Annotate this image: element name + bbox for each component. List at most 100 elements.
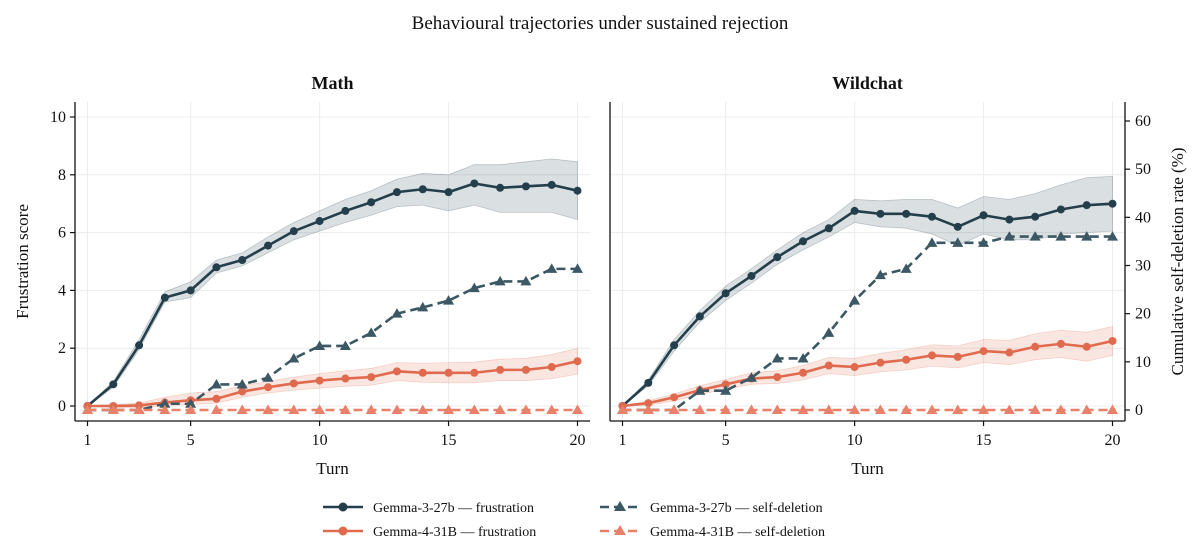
data-point: [902, 355, 911, 364]
data-point: [262, 404, 274, 414]
data-point: [747, 271, 756, 280]
data-point: [314, 404, 326, 414]
data-point: [1056, 205, 1065, 214]
data-point: [341, 206, 350, 215]
data-point: [573, 357, 582, 366]
series-line: [87, 359, 578, 408]
data-point: [315, 376, 324, 385]
data-point: [341, 374, 350, 383]
panel-title: Wildchat: [832, 73, 903, 93]
data-point: [824, 361, 833, 370]
data-point: [979, 347, 988, 356]
data-point: [799, 237, 808, 246]
data-point: [1031, 212, 1040, 221]
data-point: [773, 373, 782, 382]
data-point: [443, 404, 455, 414]
data-point: [953, 222, 962, 231]
data-point: [288, 352, 300, 363]
data-point: [927, 351, 936, 360]
data-point: [262, 372, 274, 382]
x-axis-label: Turn: [316, 459, 349, 478]
y2-tick-label: 20: [1135, 306, 1151, 323]
data-point: [850, 362, 859, 371]
data-point: [670, 341, 679, 350]
y2-tick-label: 60: [1135, 113, 1151, 130]
data-point: [1108, 336, 1117, 345]
data-point: [135, 341, 144, 350]
data-point: [391, 308, 403, 318]
data-point: [133, 404, 145, 414]
series-gemma-3-27b-frustration: [83, 158, 582, 410]
data-point: [367, 373, 376, 382]
x-axis-label: Turn: [851, 459, 884, 478]
data-point: [185, 404, 197, 414]
series-gemma-4-31b-self-deletion: [82, 404, 583, 414]
data-point: [1003, 231, 1015, 241]
data-point: [468, 404, 480, 414]
data-point: [720, 385, 732, 395]
series-gemma-4-31b-self-deletion: [617, 404, 1118, 414]
data-point: [926, 237, 938, 247]
data-point: [874, 404, 886, 414]
data-point: [952, 237, 964, 247]
data-point: [288, 404, 300, 414]
data-point: [365, 327, 377, 337]
data-point: [670, 393, 679, 402]
data-point: [185, 398, 197, 408]
data-point: [417, 404, 429, 414]
data-point: [520, 404, 532, 414]
data-point: [236, 378, 248, 389]
data-point: [521, 182, 530, 191]
data-point: [799, 368, 808, 377]
data-point: [339, 340, 351, 350]
y2-tick-label: 40: [1135, 209, 1151, 226]
y2-tick-label: 0: [1135, 402, 1143, 419]
data-point: [160, 293, 169, 302]
data-point: [771, 352, 783, 363]
legend-label: Gemma-3-27b — frustration: [373, 501, 534, 516]
data-point: [797, 404, 809, 414]
data-point: [745, 404, 757, 414]
data-point: [1082, 342, 1091, 351]
figure-legend: Gemma-3-27b — frustration Gemma-4-31B — f…: [323, 501, 825, 540]
data-point: [367, 198, 376, 207]
data-point: [238, 256, 247, 265]
data-point: [159, 398, 171, 408]
figure-suptitle: Behavioural trajectories under sustained…: [412, 13, 789, 34]
data-point: [695, 312, 704, 321]
data-point: [978, 237, 990, 247]
data-point: [668, 404, 680, 414]
data-point: [392, 367, 401, 376]
data-point: [900, 263, 912, 273]
data-point: [391, 404, 403, 414]
data-point: [952, 404, 964, 414]
data-point: [617, 404, 628, 414]
data-point: [210, 404, 222, 414]
data-point: [1005, 215, 1014, 224]
data-point: [902, 209, 911, 218]
data-point: [1055, 404, 1067, 414]
data-point: [1081, 404, 1093, 414]
data-point: [494, 275, 506, 286]
data-point: [1107, 404, 1118, 414]
data-point: [1029, 404, 1041, 414]
data-point: [365, 404, 377, 414]
data-point: [876, 209, 885, 218]
data-point: [572, 263, 583, 273]
legend-item-gemma-3-27b-self-deletion: Gemma-3-27b — self-deletion: [600, 501, 823, 516]
series-gemma-3-27b-frustration: [618, 175, 1117, 410]
data-point: [978, 404, 990, 414]
data-point: [1005, 348, 1014, 357]
data-point: [418, 185, 427, 194]
data-point: [470, 368, 479, 377]
data-point: [1029, 231, 1041, 241]
data-point: [721, 380, 730, 389]
y2-tick-label: 10: [1135, 354, 1151, 371]
data-point: [109, 380, 118, 389]
data-point: [418, 368, 427, 377]
y-tick-label: 0: [58, 398, 66, 415]
data-point: [1082, 201, 1091, 210]
